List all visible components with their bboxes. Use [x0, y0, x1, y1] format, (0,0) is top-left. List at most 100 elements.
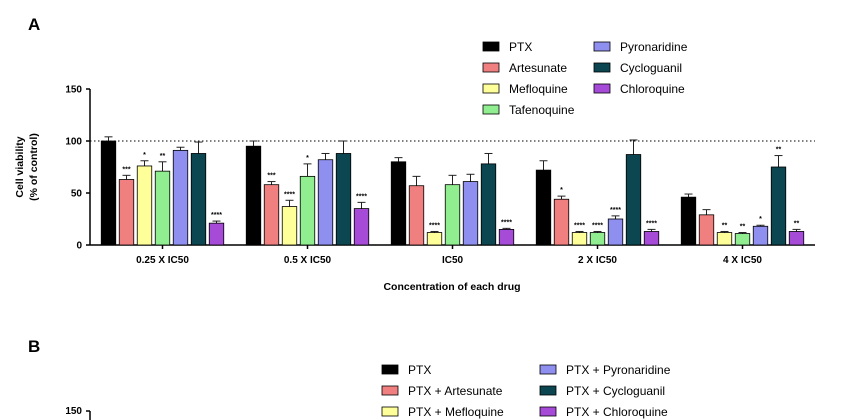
- significance-label: ****: [429, 222, 440, 229]
- legend-label: PTX: [408, 363, 431, 377]
- significance-label: ****: [592, 222, 603, 229]
- bar: [408, 185, 425, 246]
- legend-swatch: [593, 41, 611, 52]
- bar: [716, 232, 733, 246]
- bar: [498, 228, 515, 246]
- bar: [263, 184, 280, 246]
- x-ticks: 0.25 X IC50 0.5 X IC50 IC50 2 X IC50 4 X IC5…: [136, 245, 762, 266]
- legend-swatch: [482, 83, 500, 94]
- legend-swatch: [381, 406, 399, 417]
- significance-label: **: [776, 147, 782, 154]
- bar: [680, 196, 697, 246]
- x-axis-label: Concentration of each drug: [383, 281, 520, 293]
- y-tick-label: 50: [71, 189, 83, 200]
- legend-label: PTX + Mefloquine: [408, 405, 504, 419]
- significance-label: *: [759, 216, 762, 223]
- legend-swatch: [539, 364, 557, 375]
- bar: [589, 232, 606, 246]
- bar: [154, 170, 171, 246]
- x-tick-label: 0.25 X IC50: [136, 255, 189, 266]
- legend-swatch: [539, 385, 557, 396]
- y-tick-label: 100: [65, 137, 82, 148]
- significance-label: **: [722, 222, 728, 229]
- significance-label: ****: [610, 207, 621, 214]
- bar: [444, 184, 461, 246]
- x-tick-label: IC50: [442, 255, 464, 266]
- y-axis-label-line2: (% of control): [28, 133, 40, 201]
- significance-label: *: [143, 152, 146, 159]
- bar: [480, 163, 497, 246]
- significance-label: ****: [356, 193, 367, 200]
- significance-label: ****: [574, 222, 585, 229]
- significance-label: **: [794, 220, 800, 227]
- y-axis-label-line1: Cell viability: [14, 136, 26, 197]
- significance-label: ****: [501, 219, 512, 226]
- significance-label: ***: [267, 173, 275, 180]
- bar: [281, 206, 298, 246]
- bar: [390, 161, 407, 246]
- bar: [770, 166, 787, 246]
- bar: [625, 154, 642, 246]
- panel-b-label: B: [28, 337, 40, 356]
- bar: [734, 233, 751, 246]
- panel-b-axes: 150: [65, 406, 91, 420]
- bar: [172, 149, 189, 246]
- legend-label: Mefloquine: [509, 82, 568, 96]
- bar: [607, 218, 624, 246]
- significance-label: *: [560, 187, 563, 194]
- bar: [553, 198, 570, 246]
- legend-swatch: [482, 104, 500, 115]
- y-ticks: 0 50 100 150: [65, 85, 90, 252]
- legend-label: PTX + Chloroquine: [566, 405, 668, 419]
- bar: [788, 231, 805, 246]
- panel-b-y-tick-label: 150: [65, 406, 82, 417]
- legend-swatch: [593, 83, 611, 94]
- bar: [643, 231, 660, 246]
- x-tick-label: 4 X IC50: [723, 255, 762, 266]
- legend-label: PTX + Pyronaridine: [566, 363, 671, 377]
- bar: [190, 153, 207, 246]
- legend-label: PTX + Artesunate: [408, 384, 503, 398]
- bar: [698, 214, 715, 246]
- legend-swatch: [381, 385, 399, 396]
- y-tick-label: 0: [76, 241, 82, 252]
- bar: [752, 225, 769, 246]
- bar: [462, 181, 479, 246]
- significance-label: **: [740, 224, 746, 231]
- bar: [100, 140, 117, 246]
- bar: [335, 153, 352, 246]
- significance-label: ****: [284, 191, 295, 198]
- legend-swatch: [539, 406, 557, 417]
- significance-label: **: [160, 153, 166, 160]
- bar: [208, 222, 225, 246]
- bar: [535, 169, 552, 246]
- legend-swatch: [482, 62, 500, 73]
- bar: [426, 232, 443, 246]
- bar: [317, 159, 334, 246]
- x-tick-label: 2 X IC50: [578, 255, 617, 266]
- panel-a-legend: PTX Artesunate Mefloquine Tafenoquine Pyrona…: [482, 40, 688, 117]
- legend-label: Chloroquine: [620, 82, 685, 96]
- significance-label: ****: [646, 220, 657, 227]
- significance-label: ****: [211, 212, 222, 219]
- panel-a-label: A: [28, 15, 40, 34]
- legend-label: Cycloguanil: [620, 61, 682, 75]
- bar: [299, 175, 316, 246]
- legend-swatch: [593, 62, 611, 73]
- legend-label: PTX + Cycloguanil: [566, 384, 665, 398]
- panel-b-legend: PTX PTX + Artesunate PTX + Mefloquine PTX +…: [381, 363, 671, 419]
- bar: [136, 165, 153, 246]
- legend-swatch: [381, 364, 399, 375]
- legend-label: Pyronaridine: [620, 40, 688, 54]
- legend-label: Tafenoquine: [509, 103, 575, 117]
- bar: [245, 145, 262, 246]
- y-tick-label: 150: [65, 85, 82, 96]
- legend-label: PTX: [509, 40, 532, 54]
- legend-label: Artesunate: [509, 61, 567, 75]
- significance-label: ***: [122, 166, 130, 173]
- bar: [571, 232, 588, 246]
- significance-label: *: [306, 155, 309, 162]
- bar: [118, 179, 135, 246]
- legend-swatch: [482, 41, 500, 52]
